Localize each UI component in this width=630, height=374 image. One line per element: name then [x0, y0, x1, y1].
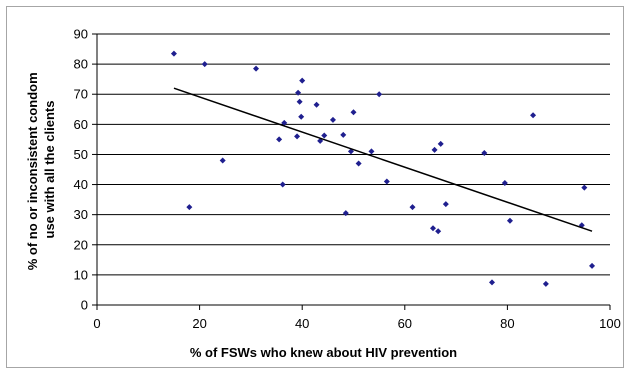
x-tick-label-20: 20 [192, 316, 206, 331]
trendline [173, 87, 593, 232]
data-point [409, 204, 416, 211]
data-point [170, 50, 177, 57]
gridlines [97, 33, 610, 276]
x-tick-labels: 0 20 40 60 80 100 [93, 316, 620, 331]
data-points [170, 50, 596, 287]
data-point [506, 217, 513, 224]
data-point [321, 132, 328, 139]
data-point [442, 201, 449, 208]
data-point [383, 178, 390, 185]
y-tick-label-70: 70 [74, 87, 88, 102]
y-tick-label-60: 60 [74, 117, 88, 132]
data-point [276, 136, 283, 143]
y-tick-labels: 0 10 20 30 40 50 60 70 80 90 [74, 27, 88, 313]
y-tick-label-30: 30 [74, 207, 88, 222]
data-point [350, 109, 357, 116]
x-tick-label-60: 60 [398, 316, 412, 331]
data-point [296, 98, 303, 105]
data-point [186, 204, 193, 211]
trendline-group [173, 87, 593, 232]
data-point [294, 133, 301, 140]
data-point [355, 160, 362, 167]
y-axis-title-line-1: % of no or inconsistent condom [25, 72, 40, 270]
data-point [376, 91, 383, 98]
y-tick-label-40: 40 [74, 177, 88, 192]
data-point [295, 89, 302, 96]
data-point [489, 279, 496, 286]
data-point [437, 140, 444, 147]
chart-frame: 0 10 20 30 40 50 60 70 80 90 0 20 40 60 80 100 % of FS… [6, 6, 624, 368]
data-point [253, 65, 260, 72]
data-point [298, 113, 305, 120]
data-point [368, 148, 375, 155]
data-point [329, 116, 336, 123]
data-point [542, 280, 549, 287]
x-tick-label-0: 0 [93, 316, 100, 331]
data-point [431, 146, 438, 153]
y-axis-title-line-2: use with all the clients [42, 101, 57, 239]
data-point [589, 262, 596, 269]
y-tick-label-10: 10 [74, 267, 88, 282]
x-tick-label-100: 100 [599, 316, 621, 331]
data-point [430, 225, 437, 232]
data-point [581, 184, 588, 191]
data-point [281, 119, 288, 126]
x-axis-title: % of FSWs who knew about HIV prevention [190, 345, 457, 360]
y-tick-label-20: 20 [74, 237, 88, 252]
data-point [313, 101, 320, 108]
data-point [481, 149, 488, 156]
data-point [340, 131, 347, 138]
y-tick-label-0: 0 [81, 298, 88, 313]
y-tick-label-50: 50 [74, 147, 88, 162]
data-point [201, 61, 208, 68]
data-point [435, 228, 442, 235]
data-point [342, 210, 349, 217]
y-tick-label-80: 80 [74, 57, 88, 72]
y-tick-label-90: 90 [74, 27, 88, 42]
x-tick-label-40: 40 [295, 316, 309, 331]
x-tick-label-80: 80 [500, 316, 514, 331]
data-point [299, 77, 306, 84]
scatter-chart: 0 10 20 30 40 50 60 70 80 90 0 20 40 60 80 100 % of FS… [25, 27, 621, 361]
data-point [219, 157, 226, 164]
y-axis-title: % of no or inconsistent condom use with … [25, 69, 57, 271]
data-point [501, 180, 508, 187]
data-point [279, 181, 286, 188]
data-point [530, 112, 537, 119]
axes [92, 33, 611, 310]
